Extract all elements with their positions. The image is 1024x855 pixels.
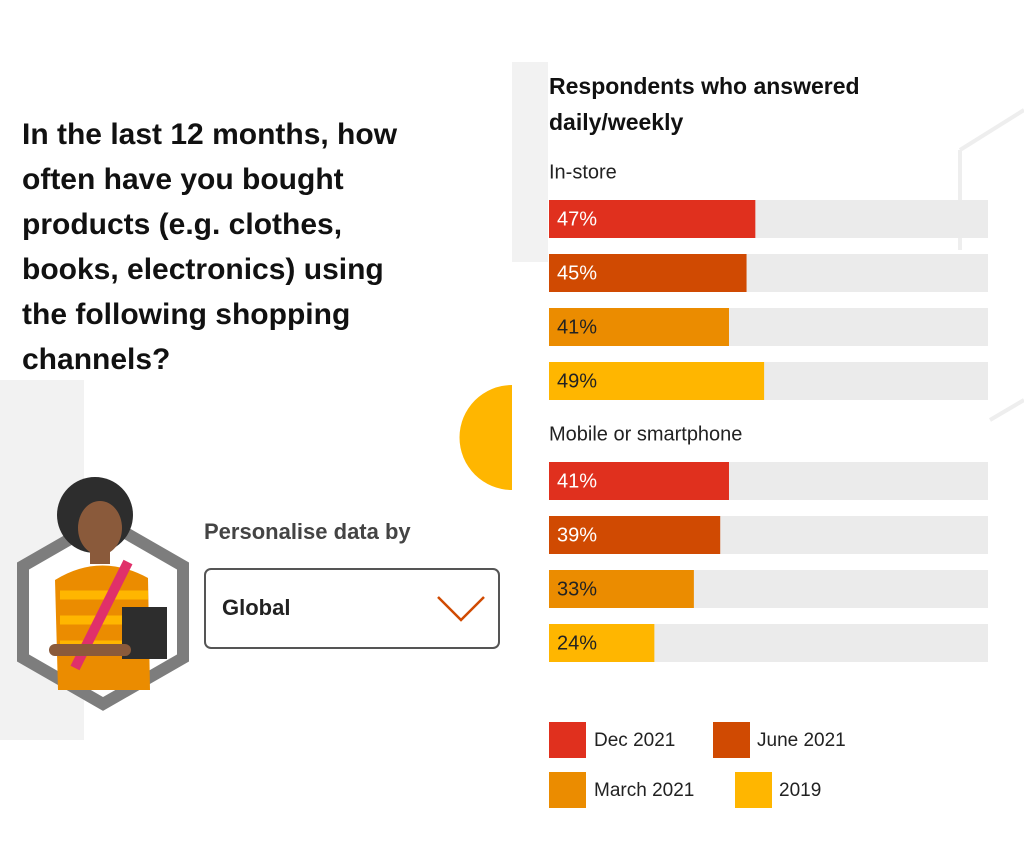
legend-label: March 2021	[594, 780, 694, 801]
group-label: In-store	[549, 161, 617, 183]
legend-label: June 2021	[757, 730, 846, 751]
bar	[549, 624, 655, 662]
bar	[549, 362, 765, 400]
avatar	[17, 477, 189, 711]
value-label: 41%	[557, 470, 597, 492]
bar	[549, 462, 729, 500]
chart-title: Respondents who answered daily/weekly	[549, 73, 860, 135]
legend-label: 2019	[779, 780, 821, 801]
decor	[459, 385, 512, 490]
legend-label: Dec 2021	[594, 730, 675, 751]
legend-swatch	[549, 722, 586, 758]
value-label: 47%	[557, 208, 597, 230]
value-label: 24%	[557, 632, 597, 654]
question: In the last 12 months, how often have yo…	[22, 118, 398, 376]
legend-swatch	[713, 722, 750, 758]
dropdown-chevron[interactable]	[437, 596, 485, 622]
value-label: 41%	[557, 316, 597, 338]
value-label: 39%	[557, 524, 597, 546]
value-label: 33%	[557, 578, 597, 600]
bar	[549, 570, 694, 608]
value-label: 49%	[557, 370, 597, 392]
bar	[549, 516, 721, 554]
dropdown[interactable]	[204, 568, 500, 649]
bar	[549, 308, 729, 346]
value-label: 45%	[557, 262, 597, 284]
legend-swatch	[735, 772, 772, 808]
bar	[549, 254, 747, 292]
legend-swatch	[549, 772, 586, 808]
decor	[512, 62, 548, 262]
group-label: Mobile or smartphone	[549, 423, 742, 445]
dropdown-value: Global	[222, 595, 290, 620]
bar	[549, 200, 756, 238]
dropdown-label: Personalise data by	[204, 519, 411, 544]
